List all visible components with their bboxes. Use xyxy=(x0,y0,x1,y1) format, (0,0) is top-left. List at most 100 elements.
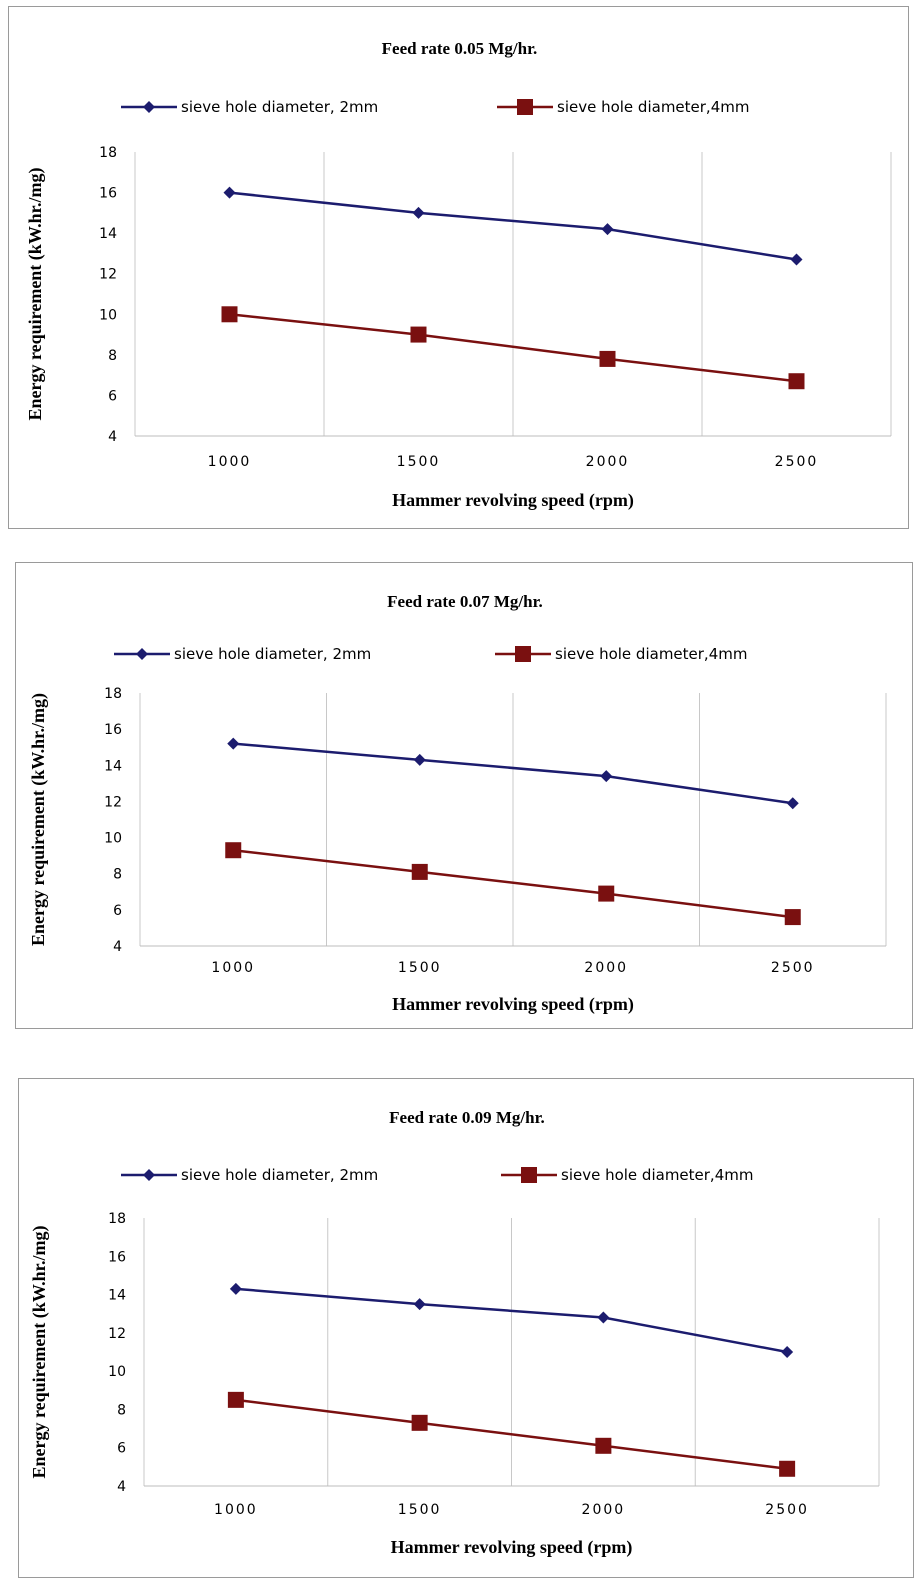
series-1 xyxy=(229,1282,794,1358)
legend-marker-icon xyxy=(521,1167,537,1183)
chart-title: Feed rate 0.09 Mg/hr. xyxy=(389,1108,545,1127)
y-tick-label: 8 xyxy=(117,1402,126,1418)
y-tick-label: 18 xyxy=(104,686,122,702)
series-2 xyxy=(227,1391,796,1477)
data-point xyxy=(781,1346,794,1358)
y-tick-label: 16 xyxy=(104,722,122,738)
x-axis-title: Hammer revolving speed (rpm) xyxy=(392,490,634,511)
data-point xyxy=(411,863,428,880)
y-axis-title: Energy requirement (kW.hr./mg) xyxy=(29,1225,50,1478)
x-tick-label: 2000 xyxy=(584,960,628,976)
series-line xyxy=(229,191,797,261)
y-tick-label: 16 xyxy=(108,1249,126,1265)
x-tick-label: 1500 xyxy=(398,1502,442,1518)
data-point xyxy=(413,753,426,766)
data-point xyxy=(599,350,616,367)
y-tick-label: 10 xyxy=(99,307,117,323)
data-point xyxy=(784,909,801,926)
series-line xyxy=(233,742,793,805)
data-point xyxy=(790,253,803,266)
y-axis-title: Energy requirement (kW.hr./mg) xyxy=(25,167,46,420)
y-tick-label: 8 xyxy=(113,867,122,883)
data-point xyxy=(229,1282,242,1295)
y-tick-label: 6 xyxy=(113,903,122,919)
chart-svg: Feed rate 0.07 Mg/hr. sieve hole diameter… xyxy=(28,592,887,1015)
y-tick-label: 14 xyxy=(104,758,122,774)
x-tick-label: 1000 xyxy=(208,454,252,470)
data-point xyxy=(412,206,425,219)
legend-label: sieve hole diameter,4mm xyxy=(557,98,749,116)
y-tick-label: 18 xyxy=(108,1211,126,1227)
y-tick-label: 14 xyxy=(99,226,117,242)
y-tick-label: 10 xyxy=(108,1364,126,1380)
y-tick-label: 12 xyxy=(99,267,117,283)
y-tick-label: 6 xyxy=(117,1441,126,1457)
data-point xyxy=(598,885,615,902)
legend-item: sieve hole diameter, 2mm xyxy=(114,645,371,663)
data-point xyxy=(786,797,799,810)
series-line xyxy=(233,848,793,919)
legend-marker-icon xyxy=(517,99,533,115)
y-tick-label: 12 xyxy=(108,1326,126,1342)
x-tick-label: 2500 xyxy=(771,960,815,976)
legend-label: sieve hole diameter, 2mm xyxy=(181,98,378,116)
legend-item: sieve hole diameter, 2mm xyxy=(121,1166,378,1184)
x-tick-label: 1000 xyxy=(211,960,255,976)
x-tick-label: 1000 xyxy=(214,1502,258,1518)
legend-label: sieve hole diameter, 2mm xyxy=(174,645,371,663)
legend-marker-icon xyxy=(143,101,155,113)
data-point xyxy=(227,737,240,750)
y-tick-label: 4 xyxy=(117,1479,126,1495)
x-tick-label: 1500 xyxy=(398,960,442,976)
data-point xyxy=(410,326,427,343)
legend-marker-icon xyxy=(515,646,531,662)
data-point xyxy=(225,842,242,859)
legend-marker-icon xyxy=(143,1169,155,1181)
legend-label: sieve hole diameter,4mm xyxy=(555,645,747,663)
chart-panel-feed-0-07: Feed rate 0.07 Mg/hr. sieve hole diameter… xyxy=(15,562,913,1029)
data-point xyxy=(788,373,805,390)
chart-svg: Feed rate 0.05 Mg/hr. sieve hole diameter… xyxy=(25,39,892,511)
chart-panel-feed-0-09: Feed rate 0.09 Mg/hr. sieve hole diameter… xyxy=(18,1078,914,1578)
chart-title: Feed rate 0.05 Mg/hr. xyxy=(382,39,538,58)
y-tick-label: 6 xyxy=(108,388,117,404)
data-point xyxy=(411,1414,428,1431)
y-axis-title: Energy requirement (kW.hr./mg) xyxy=(28,693,49,946)
series-1 xyxy=(227,737,799,810)
y-tick-label: 10 xyxy=(104,831,122,847)
series-2 xyxy=(221,306,805,390)
data-point xyxy=(597,1311,610,1324)
y-tick-label: 4 xyxy=(108,429,117,445)
y-tick-label: 12 xyxy=(104,794,122,810)
x-tick-label: 2500 xyxy=(775,454,819,470)
data-point xyxy=(227,1391,244,1408)
y-tick-label: 16 xyxy=(99,186,117,202)
legend-item: sieve hole diameter,4mm xyxy=(497,98,749,116)
chart-panel-feed-0-05: Feed rate 0.05 Mg/hr. sieve hole diameter… xyxy=(8,6,909,529)
series-line xyxy=(235,1398,788,1471)
legend-item: sieve hole diameter,4mm xyxy=(501,1166,753,1184)
data-point xyxy=(221,306,238,323)
data-point xyxy=(223,186,236,199)
data-point xyxy=(601,223,614,236)
data-point xyxy=(600,770,613,783)
data-point xyxy=(413,1298,426,1311)
series-2 xyxy=(225,842,801,926)
chart-title: Feed rate 0.07 Mg/hr. xyxy=(387,592,543,611)
legend-item: sieve hole diameter, 2mm xyxy=(121,98,378,116)
legend-item: sieve hole diameter,4mm xyxy=(495,645,747,663)
y-tick-label: 8 xyxy=(108,348,117,364)
x-tick-label: 2000 xyxy=(586,454,630,470)
legend-marker-icon xyxy=(136,648,148,660)
data-point xyxy=(595,1437,612,1454)
series-line xyxy=(235,1287,788,1354)
y-tick-label: 4 xyxy=(113,939,122,955)
x-axis-title: Hammer revolving speed (rpm) xyxy=(392,994,634,1015)
x-tick-label: 2500 xyxy=(765,1502,809,1518)
data-point xyxy=(779,1460,796,1477)
y-tick-label: 18 xyxy=(99,145,117,161)
x-tick-label: 1500 xyxy=(397,454,441,470)
x-tick-label: 2000 xyxy=(582,1502,626,1518)
y-tick-label: 14 xyxy=(108,1288,126,1304)
series-1 xyxy=(223,186,803,266)
